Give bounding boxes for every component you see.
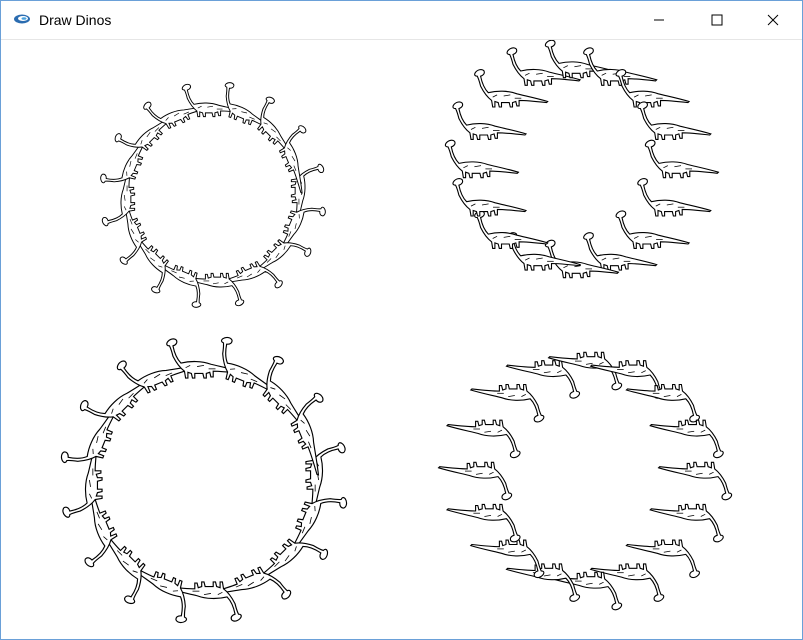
dino-ring-bottom-left <box>58 334 350 626</box>
dinosaur-shape <box>452 101 527 140</box>
dinosaur-shape <box>438 461 513 501</box>
dinosaur-shape <box>446 419 521 459</box>
dinosaur-shape <box>470 383 545 423</box>
dinosaur-shape <box>625 383 700 423</box>
dino-ring-top-right <box>444 40 719 279</box>
dinosaur-shape <box>283 391 350 478</box>
dinosaur-shape <box>637 178 712 217</box>
dinosaur-shape <box>444 139 519 179</box>
minimize-button[interactable] <box>630 1 688 39</box>
dinosaur-shape <box>658 461 733 501</box>
dinosaur-shape <box>273 123 329 196</box>
dinosaur-shape <box>446 503 521 543</box>
dinosaur-shape <box>644 139 719 179</box>
close-icon <box>767 14 779 26</box>
window-title: Draw Dinos <box>39 12 112 28</box>
dinosaur-shape <box>649 503 724 543</box>
app-logo-icon <box>14 14 30 24</box>
dino-drawing <box>58 40 733 626</box>
minimize-icon <box>654 19 664 21</box>
dinosaur-shape <box>615 210 690 249</box>
dinosaur-shape <box>637 101 712 140</box>
drawing-canvas[interactable] <box>1 40 802 639</box>
dino-ring-top-left <box>97 79 329 311</box>
dinosaur-shape <box>452 178 527 217</box>
dinosaur-shape <box>474 210 549 249</box>
title-bar[interactable]: Draw Dinos <box>1 1 802 40</box>
maximize-button[interactable] <box>688 1 746 39</box>
dinosaur-shape <box>649 419 724 459</box>
close-button[interactable] <box>744 1 802 39</box>
maximize-icon <box>711 14 723 26</box>
dino-ring-bottom-right <box>438 351 733 611</box>
